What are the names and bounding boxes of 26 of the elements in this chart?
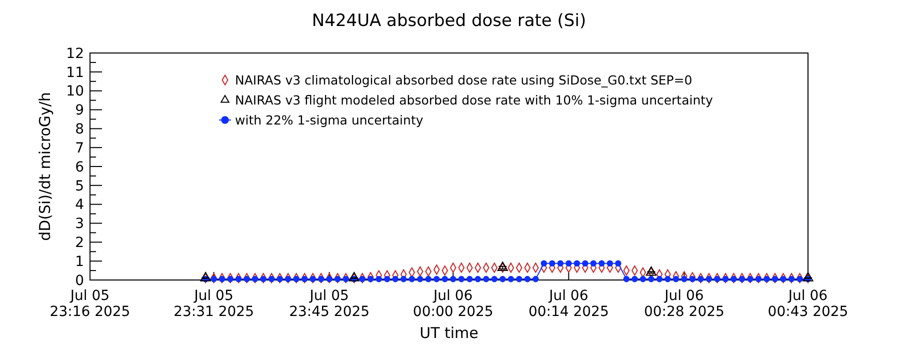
y-tick-label: 5 — [75, 178, 84, 194]
y-tick-label: 10 — [66, 84, 84, 100]
x-tick-label: Jul 05 23:16 2025 — [50, 288, 130, 320]
y-tick-label: 7 — [75, 140, 84, 156]
y-axis-title: dD(Si)/dt microGy/h — [36, 92, 54, 241]
y-tick-label: 9 — [75, 102, 84, 119]
x-axis-title: UT time — [420, 324, 478, 342]
y-tick-label: 12 — [66, 46, 84, 62]
y-tick-label: 2 — [75, 235, 84, 252]
y-tick-label: 3 — [75, 216, 84, 232]
y-tick-label: 1 — [75, 254, 84, 270]
legend-label: NAIRAS v3 flight modeled absorbed dose rate with 10% 1-sigma uncertainty — [235, 92, 714, 108]
x-tick-label: Jul 05 23:45 2025 — [289, 288, 370, 320]
legend-label: with 22% 1-sigma uncertainty — [235, 112, 424, 128]
y-tick-label: 11 — [66, 64, 84, 81]
x-tick-label: Jul 06 00:28 2025 — [644, 288, 724, 320]
x-tick-label: Jul 06 00:00 2025 — [412, 288, 494, 320]
x-tick-label: Jul 05 23:31 2025 — [174, 288, 254, 320]
y-tick-label: 0 — [75, 272, 84, 289]
y-tick-label: 8 — [75, 122, 84, 138]
x-tick-label: Jul 06 00:14 2025 — [528, 288, 609, 320]
y-tick-label: 6 — [75, 159, 84, 176]
y-tick-label: 4 — [75, 197, 84, 214]
legend-label: NAIRAS v3 climatological absorbed dose rate using SiDose_G0.txt SEP=0 — [235, 72, 692, 88]
chart-title: N424UA absorbed dose rate (Si) — [312, 11, 586, 31]
x-tick-label: Jul 06 00:43 2025 — [768, 288, 848, 320]
